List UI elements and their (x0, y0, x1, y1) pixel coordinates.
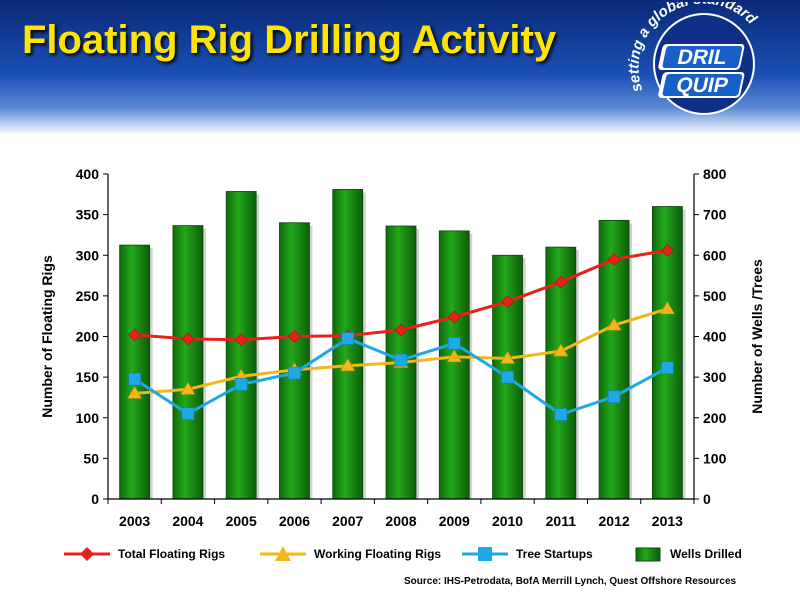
marker-tree-startups-2003 (128, 372, 141, 386)
x-tick-label-2012: 2012 (599, 513, 630, 529)
y-tick-label-left: 150 (76, 369, 100, 385)
marker-tree-startups-2006 (288, 366, 301, 380)
y-tick-label-right: 400 (703, 329, 727, 345)
marker-tree-startups-2005 (234, 378, 248, 391)
bar-wells-drilled-2012 (598, 219, 630, 500)
marker-total-floating-rigs-2006 (288, 330, 301, 343)
page-title: Floating Rig Drilling Activity (22, 18, 557, 62)
legend-swatch-wells (635, 547, 661, 562)
y-tick-label-right: 300 (703, 369, 727, 385)
marker-total-floating-rigs-2003 (128, 328, 142, 342)
logo-brand-line1: DRIL (675, 46, 729, 69)
marker-tree-startups-2004 (181, 407, 195, 420)
y-tick-label-left: 300 (76, 247, 100, 263)
marker-total-floating-rigs-2013 (660, 243, 674, 257)
marker-working-floating-rigs-2009 (446, 349, 462, 363)
x-tick-label-2005: 2005 (226, 513, 257, 529)
y-tick-label-left: 200 (76, 329, 100, 345)
marker-working-floating-rigs-2012 (606, 317, 622, 331)
marker-total-floating-rigs-2008 (394, 323, 408, 337)
marker-total-floating-rigs-2009 (447, 310, 461, 324)
bar-wells-drilled-2004 (172, 225, 204, 500)
marker-total-floating-rigs-2012 (607, 252, 621, 266)
x-tick-label-2006: 2006 (279, 513, 310, 529)
y-tick-label-right: 100 (703, 450, 727, 466)
y-tick-label-left: 250 (76, 288, 100, 304)
y-tick-label-right: 800 (703, 166, 727, 182)
marker-tree-startups-2009 (447, 337, 461, 350)
y-tick-label-left: 100 (76, 410, 100, 426)
legend-label-wells: Wells Drilled (670, 547, 742, 561)
marker-tree-startups-2007 (341, 332, 355, 345)
x-tick-label-2009: 2009 (439, 513, 470, 529)
dril-quip-logo-icon: setting a global standard DRIL QUIP (625, 2, 761, 115)
y-tick-label-left: 0 (91, 491, 99, 507)
marker-working-floating-rigs-2004 (180, 381, 196, 395)
legend-swatch-working (260, 546, 306, 561)
y-tick-label-left: 350 (76, 207, 100, 223)
x-tick-label-2003: 2003 (119, 513, 150, 529)
marker-tree-startups-2013 (661, 361, 674, 375)
marker-total-floating-rigs-2011 (554, 275, 568, 289)
y-tick-label-right: 600 (703, 247, 727, 263)
legend-item-tree-startups: Tree Startups (460, 540, 593, 568)
marker-tree-startups-2011 (554, 408, 568, 421)
y-tick-label-left: 50 (83, 450, 99, 466)
legend-item-wells-drilled: Wells Drilled (632, 540, 742, 568)
chart-legend: Total Floating Rigs Working Floating Rig… (40, 540, 800, 570)
x-tick-label-2011: 2011 (546, 513, 577, 529)
x-tick-label-2010: 2010 (492, 513, 523, 529)
x-tick-label-2004: 2004 (172, 513, 203, 529)
chart-axes (103, 173, 699, 504)
x-tick-label-2013: 2013 (652, 513, 683, 529)
y-axis-title-right: Number of Wells /Trees (749, 259, 765, 414)
marker-tree-startups-2012 (607, 390, 621, 403)
legend-label-total: Total Floating Rigs (118, 547, 226, 561)
y-tick-label-right: 0 (703, 491, 711, 507)
legend-item-working-floating-rigs: Working Floating Rigs (258, 540, 441, 568)
marker-total-floating-rigs-2005 (234, 333, 248, 347)
bar-wells-drilled-2009 (438, 230, 470, 500)
marker-total-floating-rigs-2010 (501, 295, 514, 308)
y-tick-label-right: 500 (703, 288, 727, 304)
y-tick-label-left: 400 (76, 166, 100, 182)
x-tick-label-2008: 2008 (385, 513, 416, 529)
marker-tree-startups-2010 (501, 370, 514, 384)
marker-working-floating-rigs-2011 (553, 343, 569, 357)
chart-labels: 0 50 100 150 200 250 300 350 400 0 100 200 300 400 500… (39, 166, 765, 529)
bar-wells-drilled-2003 (119, 244, 151, 500)
bar-wells-drilled-2011 (545, 246, 577, 500)
x-tick-label-2007: 2007 (332, 513, 363, 529)
legend-item-total-floating-rigs: Total Floating Rigs (62, 540, 225, 568)
marker-total-floating-rigs-2004 (181, 332, 195, 346)
legend-label-working: Working Floating Rigs (314, 547, 442, 561)
legend-label-tree: Tree Startups (516, 547, 593, 561)
marker-working-floating-rigs-2013 (659, 301, 675, 315)
source-note: Source: IHS-Petrodata, BofA Merrill Lync… (404, 576, 737, 587)
logo-brand-line2: QUIP (674, 74, 730, 97)
marker-working-floating-rigs-2010 (500, 350, 516, 364)
marker-working-floating-rigs-2007 (340, 358, 356, 372)
y-axis-title-left: Number of Floating Rigs (39, 255, 55, 418)
y-tick-label-right: 200 (703, 410, 727, 426)
chart-markers (127, 243, 675, 421)
legend-swatch-tree (462, 547, 508, 561)
marker-working-floating-rigs-2003 (127, 385, 143, 399)
bar-wells-drilled-2006 (279, 222, 310, 500)
legend-swatch-total (64, 547, 110, 561)
y-tick-label-right: 700 (703, 207, 727, 223)
marker-tree-startups-2008 (394, 353, 408, 367)
wells-drilled-bars (119, 189, 686, 500)
